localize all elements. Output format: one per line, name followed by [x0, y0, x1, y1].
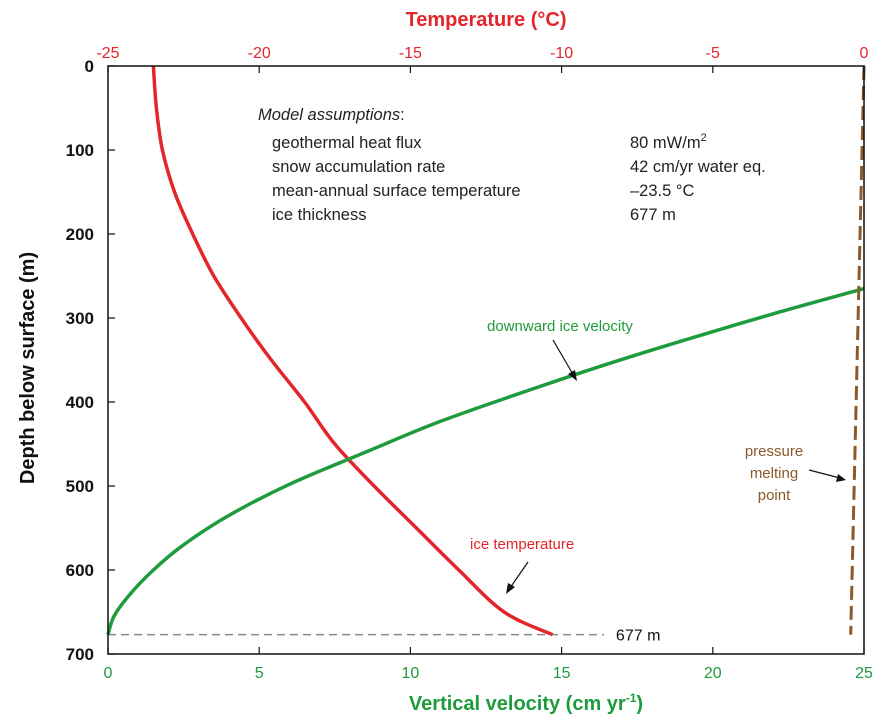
series-line-ice-temperature [151, 65, 554, 637]
assumption-value-main: 80 mW/m [630, 134, 701, 152]
annotation-pressure-melting-point: pressure [745, 443, 803, 460]
top-axis-tick-label: -5 [706, 45, 720, 62]
left-axis-tick-label: 200 [66, 225, 94, 244]
model-assumptions: Model assumptions: geothermal heat flux … [258, 106, 766, 224]
left-axis-title: Depth below surface (m) [17, 252, 39, 484]
bottom-axis-tick-label: 20 [704, 665, 722, 682]
series-line-pressure-melting-point [849, 65, 866, 635]
assumption-label: mean-annual surface temperature [272, 182, 521, 200]
annotation-pressure-melting-point: melting [750, 465, 798, 482]
arrow-head-velocity [568, 370, 577, 381]
bottom-axis-title-main: Vertical velocity (cm yr [409, 693, 626, 715]
top-axis-tick-label: 0 [860, 45, 869, 62]
left-axis-tick-label: 600 [66, 561, 94, 580]
annotation-arrow-velocity [552, 339, 575, 377]
bottom-axis-title: Vertical velocity (cm yr-1) [409, 691, 643, 715]
plot-frame [107, 65, 865, 655]
top-axis-tick-label: -10 [550, 45, 573, 62]
annotation-ice-temperature: ice temperature [470, 536, 574, 553]
left-axis-tick-label: 500 [66, 477, 94, 496]
assumption-value-sup: 2 [701, 132, 707, 144]
assumption-value: 677 m [630, 206, 676, 224]
series-line-downward-ice-velocity [106, 286, 865, 636]
annotation-arrow-temperature [509, 561, 529, 589]
assumption-label: ice thickness [272, 206, 366, 224]
left-axis-tick-label: 0 [85, 57, 94, 76]
ice-thickness-reference-label: 677 m [616, 628, 660, 645]
reference-layer: 677 m [108, 628, 660, 645]
annotation-downward-ice-velocity: downward ice velocity [487, 318, 633, 335]
assumption-value: –23.5 °C [630, 182, 694, 200]
top-axis-tick-label: -15 [399, 45, 422, 62]
bottom-axis-tick-label: 15 [553, 665, 571, 682]
assumptions-title-italic: Model assumptions [258, 106, 400, 124]
left-axis-tick-label: 300 [66, 309, 94, 328]
assumption-value: 80 mW/m2 [630, 132, 707, 152]
assumption-label: snow accumulation rate [272, 158, 445, 176]
bottom-axis-tick-label: 0 [104, 665, 113, 682]
left-axis-tick-label: 400 [66, 393, 94, 412]
assumption-value: 42 cm/yr water eq. [630, 158, 766, 176]
bottom-axis-title-end: ) [636, 693, 643, 715]
bottom-axis-tick-label: 5 [255, 665, 264, 682]
assumptions-title-colon: : [400, 106, 405, 124]
top-axis-tick-label: -20 [248, 45, 271, 62]
top-axis-tick-label: -25 [96, 45, 119, 62]
annotations: downward ice velocity ice temperature pr… [470, 318, 846, 594]
bottom-axis-title-sup: -1 [626, 691, 637, 705]
left-axis-tick-label: 700 [66, 645, 94, 664]
arrow-head-melting [836, 474, 846, 482]
series-layer [106, 65, 866, 637]
top-axis-title: Temperature (°C) [406, 9, 567, 31]
assumptions-title: Model assumptions: [258, 106, 405, 124]
arrow-head-temperature [506, 583, 515, 594]
annotation-pressure-melting-point: point [758, 487, 791, 504]
assumption-label: geothermal heat flux [272, 134, 422, 152]
bottom-axis-tick-label: 25 [855, 665, 873, 682]
annotation-arrow-melting [808, 469, 841, 479]
axis-layer: -25 -20 -15 -10 -5 0 0 5 10 15 20 25 0 100 200 300 400 50… [66, 45, 873, 682]
bottom-axis-tick-label: 10 [402, 665, 420, 682]
left-axis-tick-label: 100 [66, 141, 94, 160]
